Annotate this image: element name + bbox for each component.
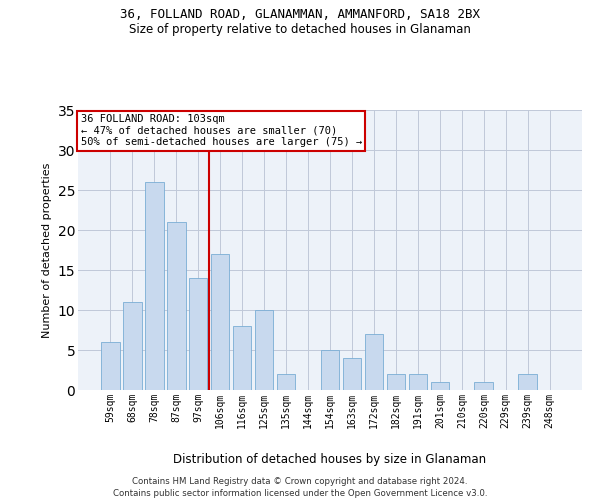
Bar (233, 326, 251, 390)
Text: Size of property relative to detached houses in Glanaman: Size of property relative to detached ho… (129, 22, 471, 36)
Text: 36, FOLLAND ROAD, GLANAMMAN, AMMANFORD, SA18 2BX: 36, FOLLAND ROAD, GLANAMMAN, AMMANFORD, … (120, 8, 480, 20)
Bar (189, 278, 208, 390)
Bar (409, 374, 427, 390)
Bar (518, 374, 537, 390)
Bar (277, 374, 295, 390)
Bar (145, 182, 164, 390)
Bar (101, 342, 119, 390)
Text: 36 FOLLAND ROAD: 103sqm
← 47% of detached houses are smaller (70)
50% of semi-de: 36 FOLLAND ROAD: 103sqm ← 47% of detache… (80, 114, 362, 148)
Bar (343, 358, 361, 390)
Bar (167, 222, 185, 390)
Bar (475, 382, 493, 390)
Bar (365, 334, 383, 390)
Text: Contains HM Land Registry data © Crown copyright and database right 2024.: Contains HM Land Registry data © Crown c… (132, 478, 468, 486)
Bar (386, 374, 405, 390)
Bar (211, 254, 229, 390)
Bar (123, 302, 142, 390)
Bar (431, 382, 449, 390)
Bar (320, 350, 340, 390)
Bar (255, 310, 274, 390)
Y-axis label: Number of detached properties: Number of detached properties (42, 162, 52, 338)
Text: Distribution of detached houses by size in Glanaman: Distribution of detached houses by size … (173, 452, 487, 466)
Text: Contains public sector information licensed under the Open Government Licence v3: Contains public sector information licen… (113, 489, 487, 498)
